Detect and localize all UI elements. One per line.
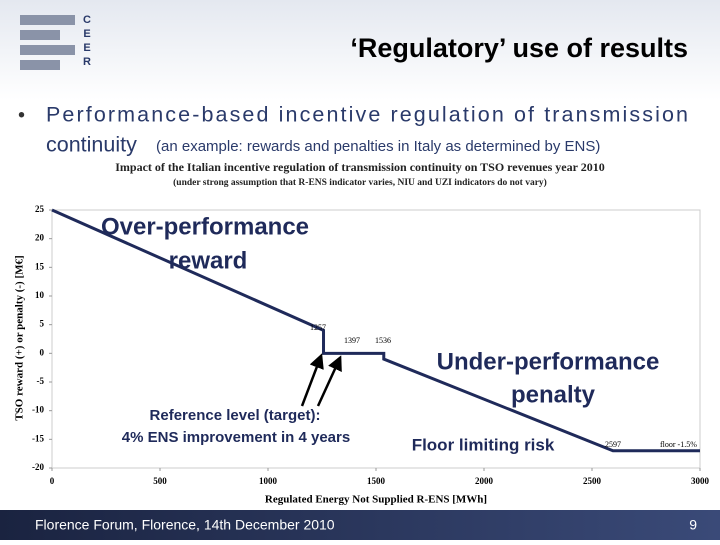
- arrow: [316, 355, 342, 407]
- x-tick-label: 2000: [475, 476, 494, 486]
- chart-subtitle: (under strong assumption that R-ENS indi…: [173, 177, 547, 188]
- page-number: 9: [689, 517, 697, 533]
- y-tick-label: -5: [37, 376, 45, 386]
- point-label: 2597: [605, 440, 621, 449]
- bullet-note: (an example: rewards and penalties in It…: [156, 138, 600, 155]
- point-label: 1397: [344, 336, 360, 345]
- header-band: [0, 0, 720, 100]
- footer-text: Florence Forum, Florence, 14th December …: [35, 517, 335, 533]
- arrow: [300, 353, 324, 407]
- x-tick-label: 1500: [367, 476, 386, 486]
- chart-title: Impact of the Italian incentive regulati…: [115, 160, 604, 174]
- logo-letter: C: [83, 14, 91, 26]
- y-tick-label: 0: [40, 347, 45, 357]
- bullet-line: continuity: [46, 133, 137, 157]
- y-tick-label: 10: [35, 290, 45, 300]
- x-tick-label: 3000: [691, 476, 710, 486]
- annotation: Reference level (target):: [150, 407, 321, 424]
- x-tick-label: 0: [50, 476, 55, 486]
- x-axis-label: Regulated Energy Not Supplied R-ENS [MWh…: [265, 494, 487, 506]
- logo-letter: E: [83, 42, 90, 54]
- bullet-dot: •: [18, 104, 25, 126]
- plot-area: [51, 209, 701, 469]
- slide-title: ‘Regulatory’ use of results: [350, 33, 688, 63]
- point-label: floor -1.5%: [660, 440, 697, 449]
- y-tick-label: -20: [32, 462, 44, 472]
- data-line: [51, 208, 700, 453]
- point-label: 1257: [310, 323, 326, 332]
- x-tick-label: 1000: [259, 476, 278, 486]
- point-label: 1536: [375, 336, 391, 345]
- y-tick-label: 5: [40, 319, 45, 329]
- y-tick-label: 20: [35, 233, 45, 243]
- annotation: penalty: [511, 381, 596, 408]
- y-tick-label: -10: [32, 405, 44, 415]
- y-tick-label: -15: [32, 433, 44, 443]
- x-tick-label: 2500: [583, 476, 602, 486]
- bullet-line: Performance-based incentive regulation o…: [46, 103, 688, 127]
- y-axis-label: TSO reward (+) or penalty (-) [M€]: [14, 255, 26, 420]
- logo: C E E R: [20, 14, 91, 70]
- y-tick-label: 15: [35, 261, 45, 271]
- annotation: 4% ENS improvement in 4 years: [122, 429, 350, 446]
- logo-letter: R: [83, 56, 91, 68]
- annotation: reward: [169, 247, 248, 274]
- annotation: Floor limiting risk: [412, 435, 555, 454]
- x-tick-label: 500: [153, 476, 167, 486]
- logo-letter: E: [83, 28, 90, 40]
- footer-band: [0, 510, 720, 540]
- annotation: Under-performance: [437, 348, 660, 375]
- y-tick-label: 25: [35, 204, 45, 214]
- annotation: Over-performance: [101, 213, 309, 240]
